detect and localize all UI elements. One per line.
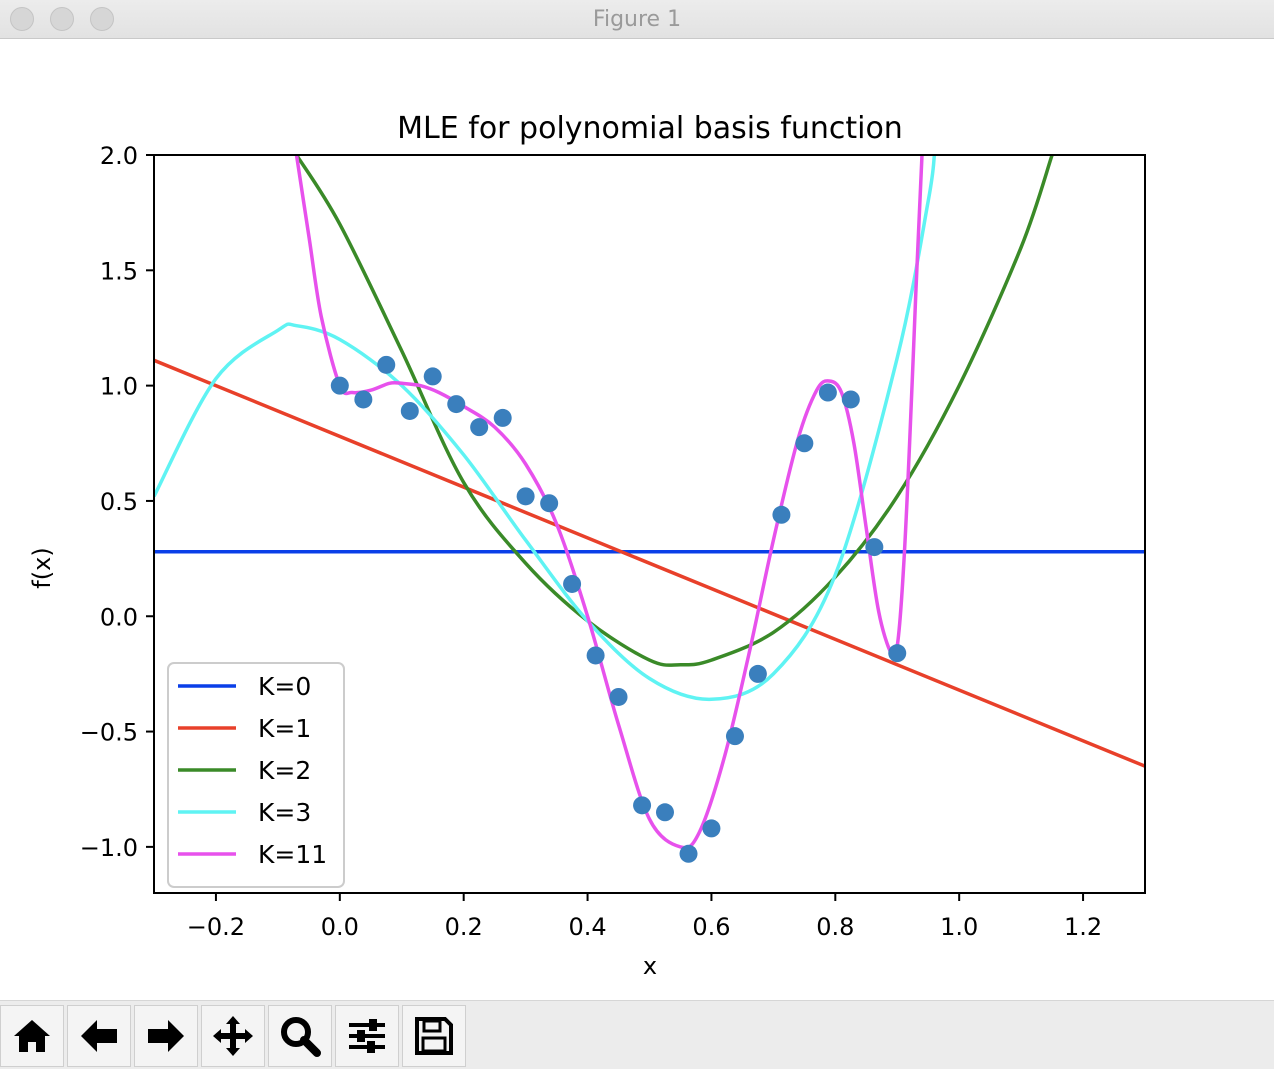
data-point — [516, 487, 535, 506]
x-tick-label: −0.2 — [187, 913, 245, 941]
data-point — [354, 390, 373, 409]
data-point — [865, 538, 884, 557]
data-point — [377, 355, 396, 374]
y-tick-label: −0.5 — [80, 719, 138, 747]
x-tick-label: 0.8 — [816, 913, 854, 941]
legend-label-k-1: K=1 — [258, 714, 311, 743]
x-axis-label: x — [643, 952, 657, 980]
y-tick-label: −1.0 — [80, 834, 138, 862]
chart-svg: MLE for polynomial basis function x f(x)… — [28, 111, 1146, 980]
magnifier-icon — [281, 1017, 321, 1057]
x-tick-label: 1.0 — [940, 913, 978, 941]
floppy-disk-icon — [415, 1017, 453, 1055]
series-lines — [154, 155, 1145, 850]
series-line-k-3 — [154, 155, 937, 702]
move-icon — [213, 1016, 253, 1056]
data-point — [447, 395, 466, 414]
y-tick-label: 1.0 — [100, 373, 138, 401]
home-icon — [14, 1020, 50, 1052]
forward-button[interactable] — [134, 1005, 198, 1067]
window-title: Figure 1 — [592, 7, 682, 32]
navigation-toolbar — [0, 1000, 1274, 1069]
data-point — [563, 574, 582, 593]
legend-label-k-2: K=2 — [258, 756, 311, 785]
data-point — [330, 376, 349, 395]
series-line-k-1 — [154, 358, 1145, 768]
arrow-left-icon — [81, 1020, 117, 1052]
scatter-points — [330, 355, 907, 863]
data-point — [609, 687, 628, 706]
legend-label-k-3: K=3 — [258, 798, 311, 827]
window-titlebar: Figure 1 — [0, 0, 1274, 39]
data-point — [748, 664, 767, 683]
data-point — [586, 646, 605, 665]
y-tick-label: 0.0 — [100, 603, 138, 631]
x-tick-label: 0.2 — [445, 913, 483, 941]
y-tick-label: 1.5 — [100, 257, 138, 285]
plot-frame — [153, 154, 1146, 894]
chart-title: MLE for polynomial basis function — [397, 111, 903, 146]
zoom-button[interactable] — [268, 1005, 332, 1067]
x-tick-label: 0.6 — [692, 913, 730, 941]
minimize-window-button[interactable] — [50, 7, 74, 31]
pan-button[interactable] — [201, 1005, 265, 1067]
data-point — [772, 505, 791, 524]
y-tick-label: 0.5 — [100, 488, 138, 516]
legend: K=0 K=1 K=2 K=3 K=11 — [167, 662, 345, 888]
data-point — [470, 418, 489, 437]
data-point — [888, 644, 907, 663]
data-point — [725, 727, 744, 746]
arrow-right-icon — [148, 1020, 184, 1052]
zoom-window-button[interactable] — [90, 7, 114, 31]
x-tick-label: 1.2 — [1064, 913, 1102, 941]
home-button[interactable] — [0, 1005, 64, 1067]
figure-canvas[interactable]: MLE for polynomial basis function x f(x)… — [0, 39, 1274, 1000]
data-point — [679, 844, 698, 863]
legend-label-k-0: K=0 — [258, 672, 311, 701]
series-line-k-11 — [294, 155, 924, 850]
data-point — [818, 383, 837, 402]
series-line-k-2 — [295, 155, 1054, 667]
save-button[interactable] — [402, 1005, 466, 1067]
y-tick-label: 2.0 — [100, 142, 138, 170]
data-point — [655, 803, 674, 822]
data-point — [795, 434, 814, 453]
close-window-button[interactable] — [10, 7, 34, 31]
x-tick-label: 0.4 — [568, 913, 606, 941]
data-point — [540, 494, 559, 513]
data-point — [400, 401, 419, 420]
back-button[interactable] — [67, 1005, 131, 1067]
data-point — [702, 819, 721, 838]
data-point — [633, 796, 652, 815]
configure-subplots-button[interactable] — [335, 1005, 399, 1067]
legend-box — [167, 662, 345, 888]
data-point — [493, 408, 512, 427]
x-tick-label: 0.0 — [321, 913, 359, 941]
data-point — [423, 367, 442, 386]
data-point — [841, 390, 860, 409]
y-axis-label: f(x) — [28, 547, 56, 588]
legend-label-k-11: K=11 — [258, 840, 327, 869]
sliders-icon — [349, 1019, 385, 1053]
